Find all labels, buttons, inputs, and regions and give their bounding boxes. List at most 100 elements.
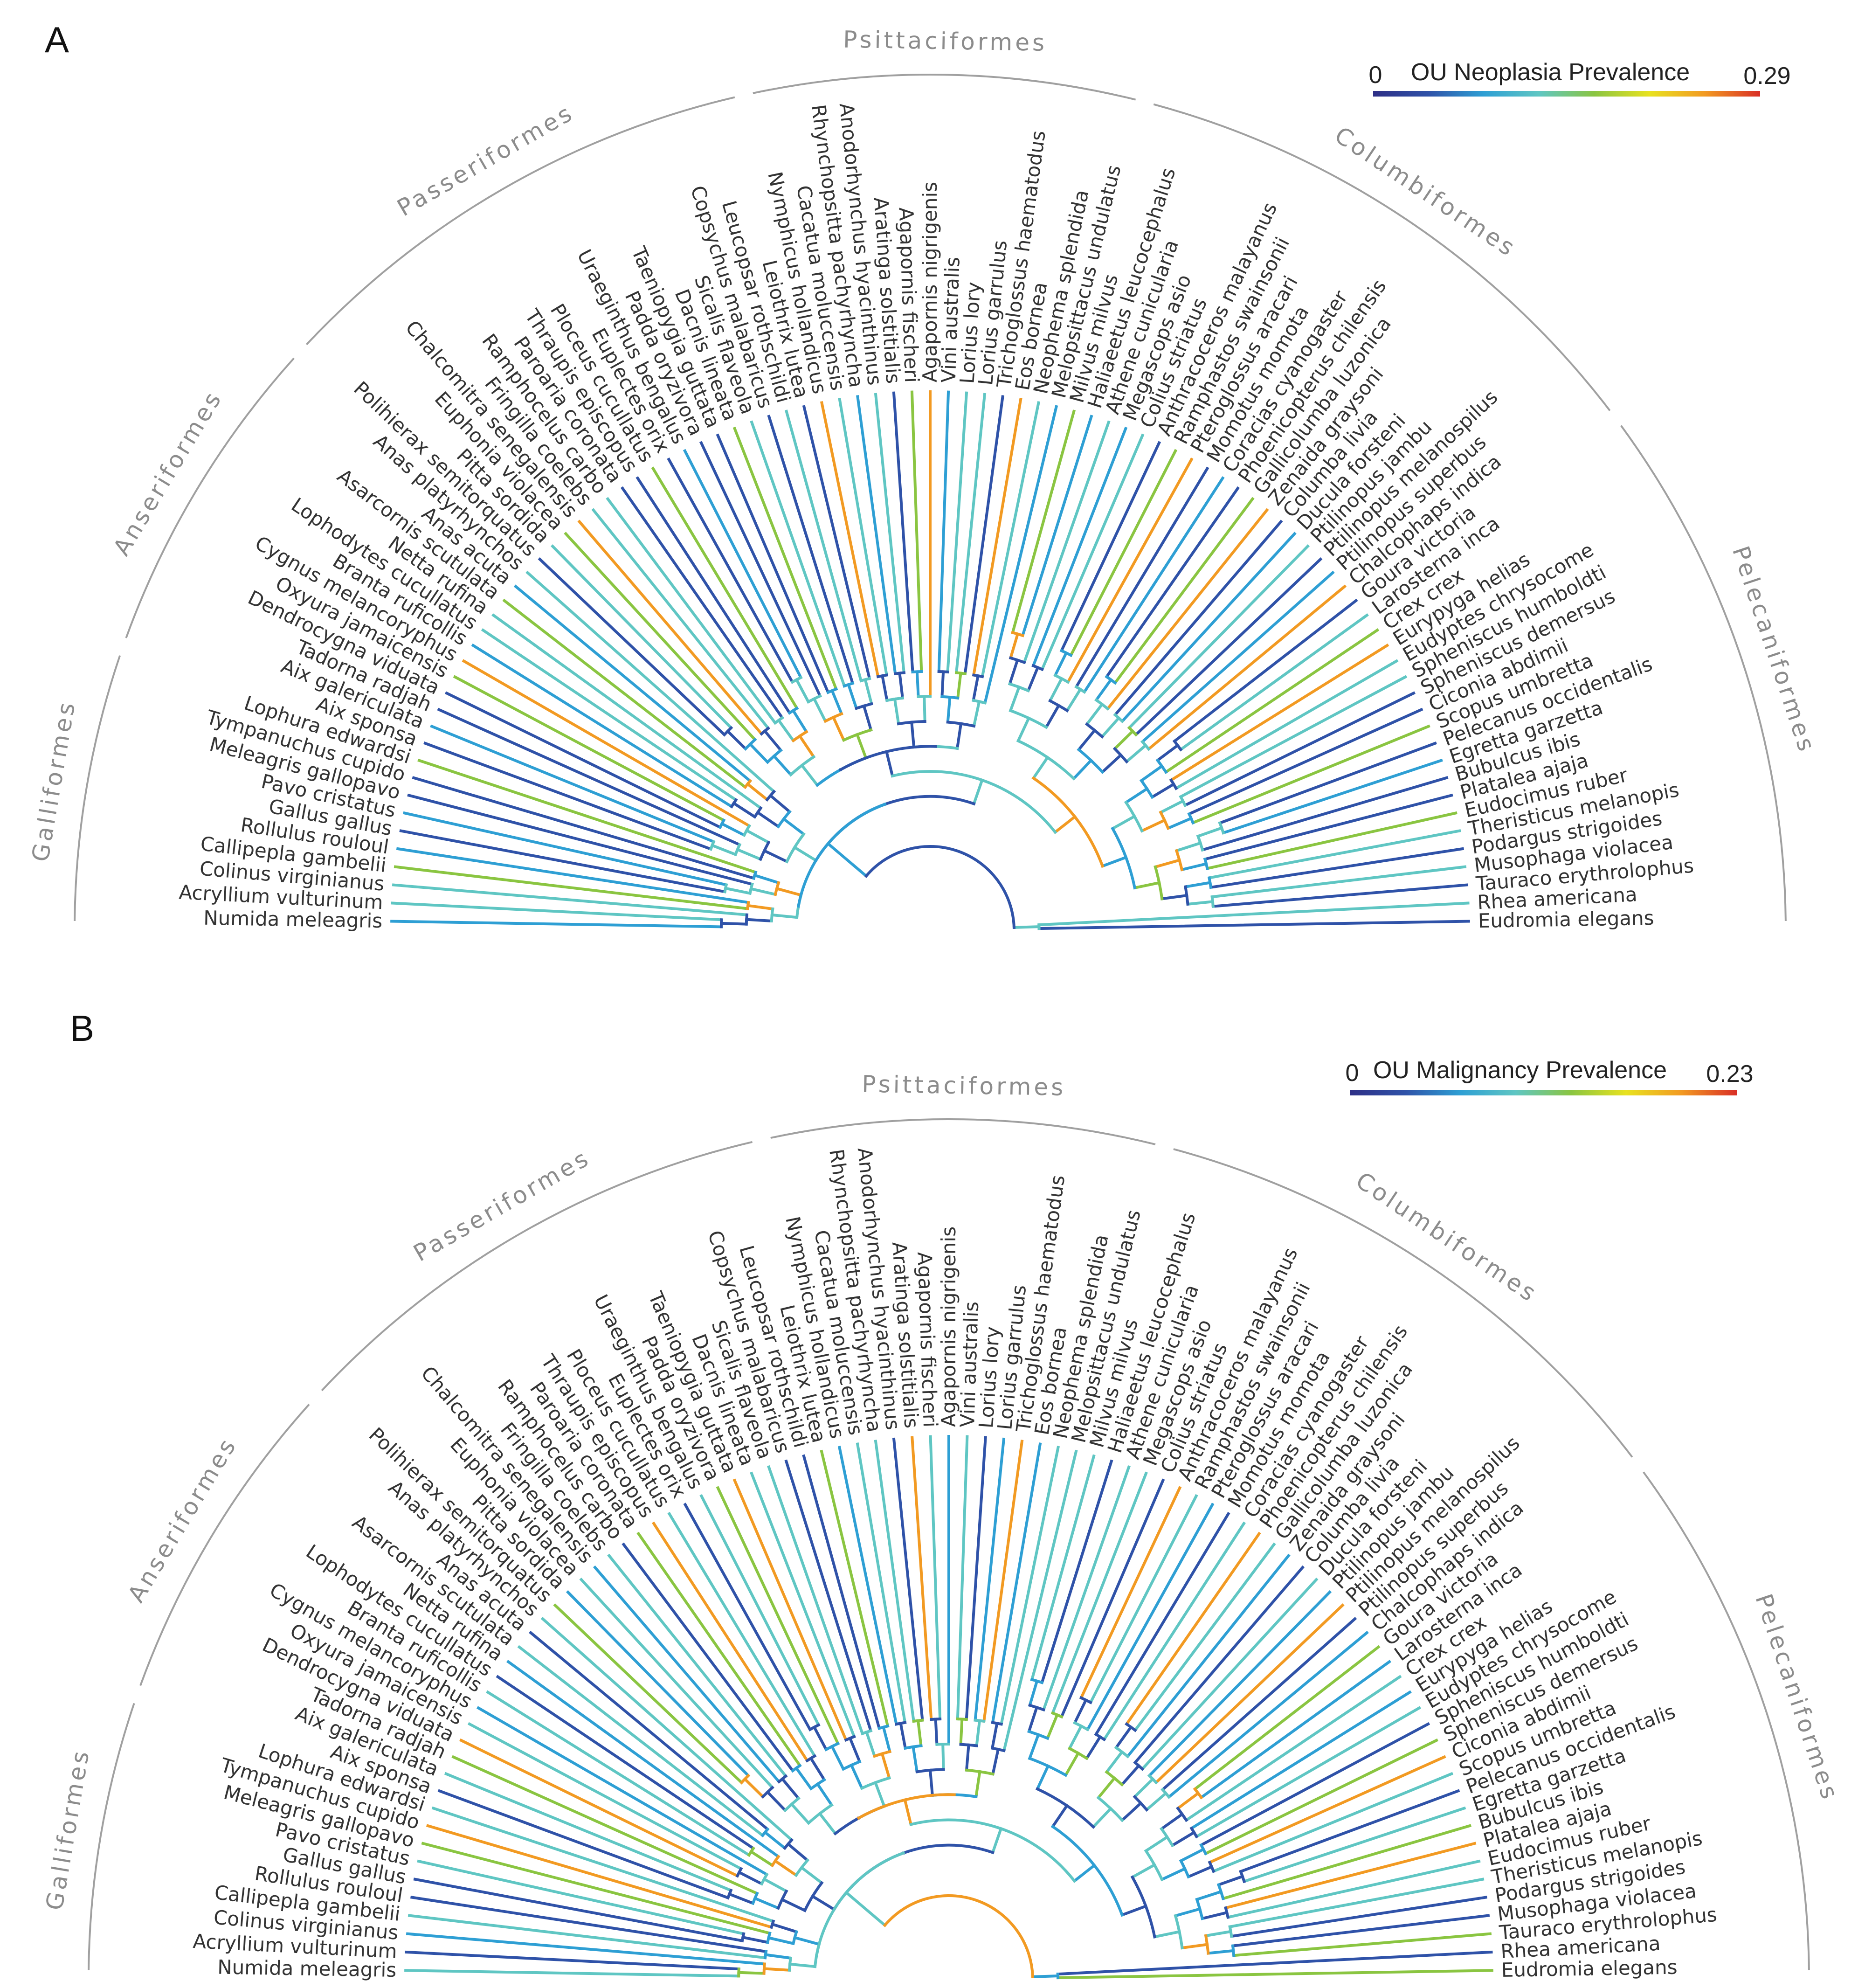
terminal-branch (496, 1675, 755, 1850)
internal-branch (848, 1736, 862, 1764)
terminal-branch (802, 405, 871, 680)
internal-branch (780, 1777, 801, 1801)
internal-branch (1120, 1764, 1141, 1787)
terminal-branch (767, 415, 855, 685)
terminal-branch (1199, 1722, 1430, 1847)
terminal-branch (471, 643, 734, 809)
terminal-branch (607, 1553, 788, 1778)
terminal-branch (1239, 1789, 1460, 1874)
terminal-branch (1211, 1772, 1454, 1873)
terminal-branch (1169, 643, 1389, 782)
legend-max-label: 0.29 (1743, 62, 1790, 90)
terminal-branch (1199, 1660, 1392, 1800)
terminal-branch (407, 793, 754, 886)
terminal-branch (1164, 628, 1380, 774)
internal-branch (1027, 1705, 1039, 1733)
internal-branch (1174, 1907, 1202, 1918)
terminal-branch (467, 1722, 743, 1871)
terminal-branch (1133, 1542, 1276, 1732)
terminal-branch (1221, 1824, 1472, 1901)
internal-branch (732, 801, 757, 819)
terminal-branch (553, 1603, 744, 1785)
terminal-branch (1031, 426, 1128, 668)
terminal-branch (874, 1440, 916, 1723)
terminal-branch (1113, 520, 1283, 717)
internal-branch (1133, 881, 1161, 890)
terminal-branch (856, 395, 897, 676)
terminal-branch (1102, 1521, 1246, 1742)
internal-branch (991, 1827, 1003, 1855)
terminal-branch (1222, 758, 1443, 835)
internal-branch (1150, 782, 1176, 799)
terminal-branch (423, 741, 713, 851)
internal-branch (818, 1811, 837, 1836)
internal-branch (1144, 1835, 1169, 1853)
terminal-branch (1037, 920, 1470, 930)
terminal-branch (767, 1465, 864, 1736)
terminal-branch (683, 1503, 812, 1732)
internal-branch (753, 873, 781, 885)
internal-branch (762, 1967, 791, 1972)
terminal-branch (392, 883, 749, 916)
internal-branch (786, 1842, 810, 1863)
internal-branch (959, 1718, 964, 1746)
terminal-branch (431, 1806, 775, 1923)
terminal-branch (410, 1896, 768, 1953)
terminal-branch (1193, 1645, 1381, 1791)
terminal-branch (1228, 1877, 1485, 1929)
terminal-branch (1113, 497, 1255, 685)
internal-branch (1166, 816, 1193, 830)
terminal-branch (1230, 1896, 1487, 1938)
internal-branch (737, 1971, 766, 1975)
terminal-branch (426, 1824, 774, 1929)
terminal-branch (1022, 420, 1111, 665)
internal-branch (1216, 1874, 1244, 1887)
internal-branch (737, 1870, 764, 1886)
terminal-branch (1183, 691, 1416, 807)
internal-branch (815, 1782, 834, 1807)
internal-branch (873, 1780, 886, 1808)
internal-branch (1140, 818, 1167, 833)
internal-branch (741, 1935, 769, 1944)
terminal-branch (550, 544, 733, 730)
terminal-branch (1050, 1471, 1148, 1715)
terminal-branch (540, 1617, 794, 1842)
terminal-branch (591, 508, 770, 730)
tip-label: Agapornis nigrigenis (937, 1226, 960, 1427)
terminal-branch (937, 390, 950, 673)
internal-branch (1125, 743, 1148, 764)
terminal-branch (517, 1645, 765, 1838)
internal-branch (727, 1892, 755, 1905)
terminal-branch (1030, 1454, 1096, 1682)
terminal-branch (699, 441, 822, 698)
terminal-branch (1011, 409, 1076, 635)
terminal-branch (1057, 1969, 1493, 1980)
internal-branch (850, 1763, 864, 1790)
terminal-branch (413, 1877, 744, 1943)
terminal-branch (399, 829, 727, 894)
internal-branch (847, 683, 858, 710)
internal-branch (1048, 677, 1064, 703)
internal-branch (1124, 787, 1149, 804)
internal-branch (972, 700, 981, 728)
internal-branch (1064, 1751, 1080, 1777)
internal-branch (1160, 1867, 1187, 1882)
internal-branch (1077, 728, 1097, 752)
terminal-branch (453, 675, 726, 823)
terminal-branch (1133, 1565, 1305, 1765)
internal-branch (975, 1719, 981, 1747)
terminal-branch (486, 1690, 751, 1857)
clade-label: Anseriformes (123, 1432, 242, 1607)
internal-branch (1031, 755, 1050, 780)
internal-branch (768, 793, 792, 814)
clade-bracket (305, 96, 735, 346)
clade-label: Psittaciformes (843, 26, 1048, 56)
panel-letter: A (45, 19, 69, 60)
internal-branch (915, 670, 920, 699)
node-arc (883, 1894, 1035, 1979)
terminal-branch (1140, 570, 1335, 744)
terminal-branch (750, 1471, 856, 1739)
terminal-branch (1140, 1577, 1319, 1771)
clade-label: Passeriformes (393, 99, 579, 222)
terminal-branch (1172, 598, 1358, 743)
